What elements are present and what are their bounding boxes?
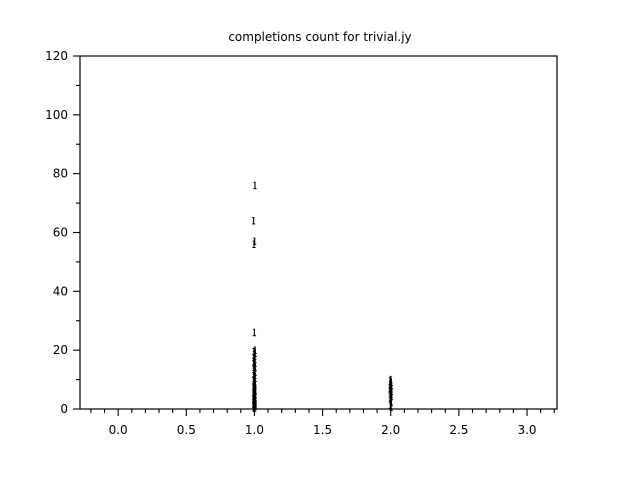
y-tick-label: 120: [45, 49, 68, 63]
x-tick-label: 2.5: [449, 423, 468, 437]
y-axis: 0 20 40 60 80 100 120: [45, 49, 80, 416]
data-point: [252, 240, 256, 248]
data-point: [252, 404, 257, 413]
y-tick-label: 40: [53, 284, 68, 298]
data-point: [252, 217, 256, 225]
x-tick-label: 0.0: [109, 423, 128, 437]
x-tick-label: 1.5: [313, 423, 332, 437]
x-tick-label: 2.0: [381, 423, 400, 437]
chart-title: completions count for trivial.jy: [228, 30, 412, 44]
data-point: [389, 403, 393, 411]
x-axis: 0.0 0.5 1.0 1.5 2.0 2.5 3.0: [90, 409, 555, 437]
y-tick-label: 80: [53, 167, 68, 181]
data-points: [252, 181, 394, 413]
x-tick-label: 0.5: [177, 423, 196, 437]
x-tick-label: 1.0: [245, 423, 264, 437]
data-point: [253, 181, 257, 190]
y-tick-label: 20: [53, 343, 68, 357]
x-tick-label: 3.0: [517, 423, 536, 437]
plot-frame: [79, 55, 558, 410]
y-tick-label: 0: [60, 402, 68, 416]
y-tick-label: 100: [45, 108, 68, 122]
data-point: [252, 328, 257, 337]
y-tick-label: 60: [53, 226, 68, 240]
